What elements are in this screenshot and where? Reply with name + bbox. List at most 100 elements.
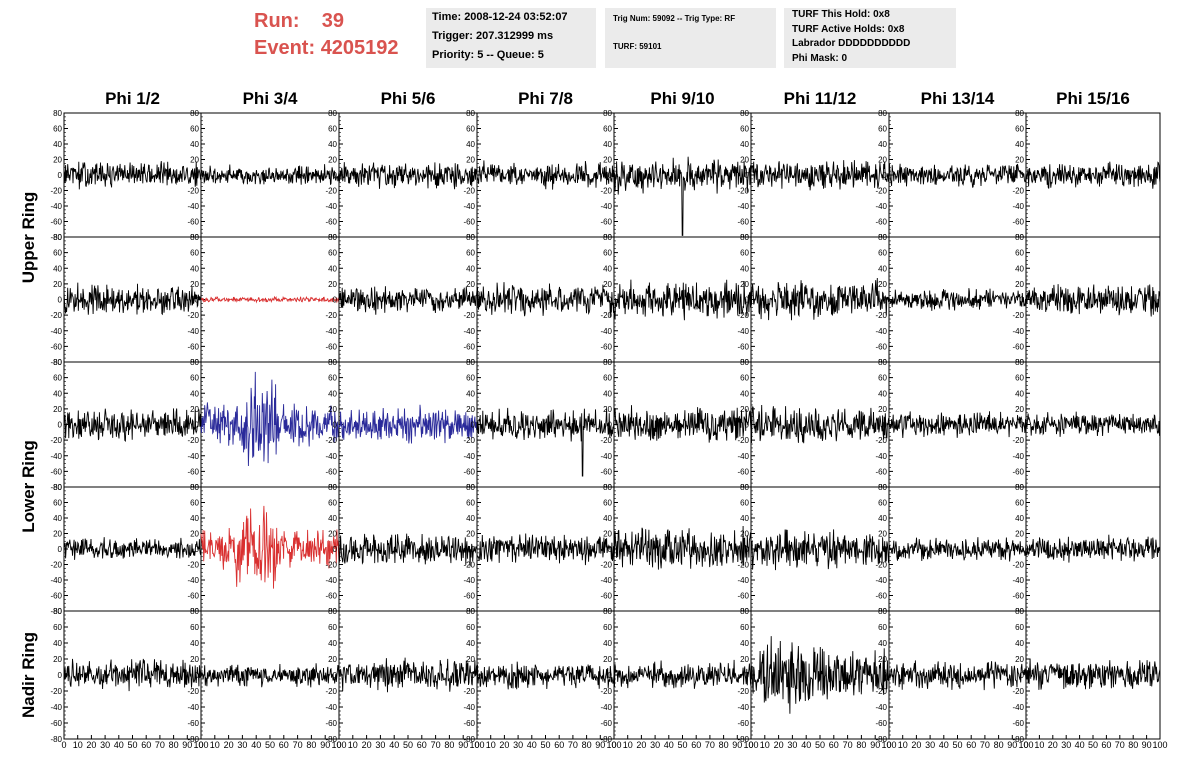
- waveform-trace: [63, 408, 202, 442]
- x-tick-label: 20: [1048, 740, 1058, 750]
- waveform-trace: [200, 663, 340, 688]
- y-tick-label: 60: [1015, 623, 1024, 632]
- panel-frame: [613, 486, 752, 612]
- waveform-trace: [476, 533, 615, 566]
- y-tick-label: 40: [328, 389, 337, 398]
- y-tick-label: 80: [53, 483, 62, 492]
- y-tick-label: -80: [463, 735, 475, 744]
- x-tick-label: 90: [320, 740, 330, 750]
- x-tick-label: 70: [843, 740, 853, 750]
- y-tick-label: -80: [875, 735, 887, 744]
- waveform-trace: [1025, 284, 1161, 317]
- y-tick-label: -20: [875, 436, 887, 445]
- x-tick-label: 10: [623, 740, 633, 750]
- x-tick-label: 40: [251, 740, 261, 750]
- y-tick-label: 0: [883, 421, 888, 430]
- x-tick-label: 0: [336, 740, 341, 750]
- y-tick-label: -40: [187, 576, 199, 585]
- waveform-trace: [750, 160, 890, 191]
- y-tick-label: 20: [190, 280, 199, 289]
- y-tick-label: -60: [50, 467, 62, 476]
- x-tick-label: 100: [606, 740, 621, 750]
- y-tick-label: -60: [600, 342, 612, 351]
- y-tick-label: 60: [53, 623, 62, 632]
- y-tick-label: 0: [745, 421, 750, 430]
- y-tick-label: 20: [328, 405, 337, 414]
- x-tick-label: 100: [193, 740, 208, 750]
- waveform-trace: [613, 525, 752, 570]
- y-tick-label: -60: [325, 342, 337, 351]
- y-tick-label: -40: [875, 452, 887, 461]
- y-tick-label: -60: [187, 218, 199, 227]
- y-tick-label: 20: [878, 280, 887, 289]
- turf-active-holds-text: TURF Active Holds: 0x8: [792, 23, 905, 35]
- y-tick-label: 40: [190, 389, 199, 398]
- y-tick-label: 80: [328, 109, 337, 118]
- x-tick-label: 90: [182, 740, 192, 750]
- x-tick-label: 90: [732, 740, 742, 750]
- y-tick-label: 40: [740, 639, 749, 648]
- y-tick-label: 80: [190, 233, 199, 242]
- y-tick-label: 20: [328, 156, 337, 165]
- x-tick-label: 80: [856, 740, 866, 750]
- y-tick-label: -60: [737, 719, 749, 728]
- y-tick-label: -60: [1012, 467, 1024, 476]
- y-tick-label: 40: [878, 514, 887, 523]
- y-tick-label: -20: [737, 187, 749, 196]
- y-tick-label: -60: [737, 342, 749, 351]
- waveform-trace: [888, 411, 1027, 439]
- y-tick-label: -60: [737, 592, 749, 601]
- y-tick-label: 40: [878, 639, 887, 648]
- x-tick-label: 30: [237, 740, 247, 750]
- waveform-trace: [1025, 161, 1161, 189]
- y-tick-label: 40: [328, 264, 337, 273]
- y-tick-label: -60: [737, 467, 749, 476]
- y-tick-label: 0: [1020, 545, 1025, 554]
- y-tick-label: 40: [603, 514, 612, 523]
- y-tick-label: 60: [53, 249, 62, 258]
- x-tick-label: 80: [169, 740, 179, 750]
- y-tick-label: 0: [333, 545, 338, 554]
- y-tick-label: -20: [187, 687, 199, 696]
- x-tick-label: 40: [664, 740, 674, 750]
- y-tick-label: -20: [1012, 311, 1024, 320]
- y-tick-label: 0: [745, 296, 750, 305]
- y-tick-label: 60: [740, 499, 749, 508]
- y-tick-label: 0: [471, 671, 476, 680]
- waveform-trace: [200, 295, 340, 304]
- y-tick-label: -60: [1012, 592, 1024, 601]
- y-tick-label: 80: [328, 607, 337, 616]
- y-tick-label: -80: [50, 233, 62, 242]
- x-tick-label: 10: [486, 740, 496, 750]
- waveform-trace: [200, 505, 340, 589]
- y-tick-label: -40: [600, 576, 612, 585]
- y-tick-label: 60: [328, 374, 337, 383]
- y-tick-label: 0: [195, 421, 200, 430]
- y-tick-label: 60: [466, 499, 475, 508]
- y-tick-label: -40: [1012, 452, 1024, 461]
- y-tick-label: -80: [187, 735, 199, 744]
- y-tick-label: -60: [600, 719, 612, 728]
- y-tick-label: 0: [333, 171, 338, 180]
- y-tick-label: 60: [190, 249, 199, 258]
- y-tick-label: -40: [1012, 703, 1024, 712]
- x-tick-label: 70: [431, 740, 441, 750]
- y-tick-label: -60: [325, 592, 337, 601]
- x-tick-label: 30: [925, 740, 935, 750]
- y-tick-label: 40: [190, 514, 199, 523]
- waveform-trace: [888, 660, 1027, 691]
- x-tick-label: 30: [650, 740, 660, 750]
- x-tick-label: 60: [554, 740, 564, 750]
- y-tick-label: -80: [737, 735, 749, 744]
- y-tick-label: -40: [875, 576, 887, 585]
- y-tick-label: 20: [878, 530, 887, 539]
- y-tick-label: 20: [603, 405, 612, 414]
- y-tick-label: 80: [53, 358, 62, 367]
- y-tick-label: 40: [740, 389, 749, 398]
- y-tick-label: 60: [53, 499, 62, 508]
- y-tick-label: 60: [1015, 499, 1024, 508]
- y-tick-label: -40: [875, 202, 887, 211]
- x-tick-label: 70: [293, 740, 303, 750]
- panel-frame: [750, 112, 890, 238]
- y-tick-label: 40: [53, 639, 62, 648]
